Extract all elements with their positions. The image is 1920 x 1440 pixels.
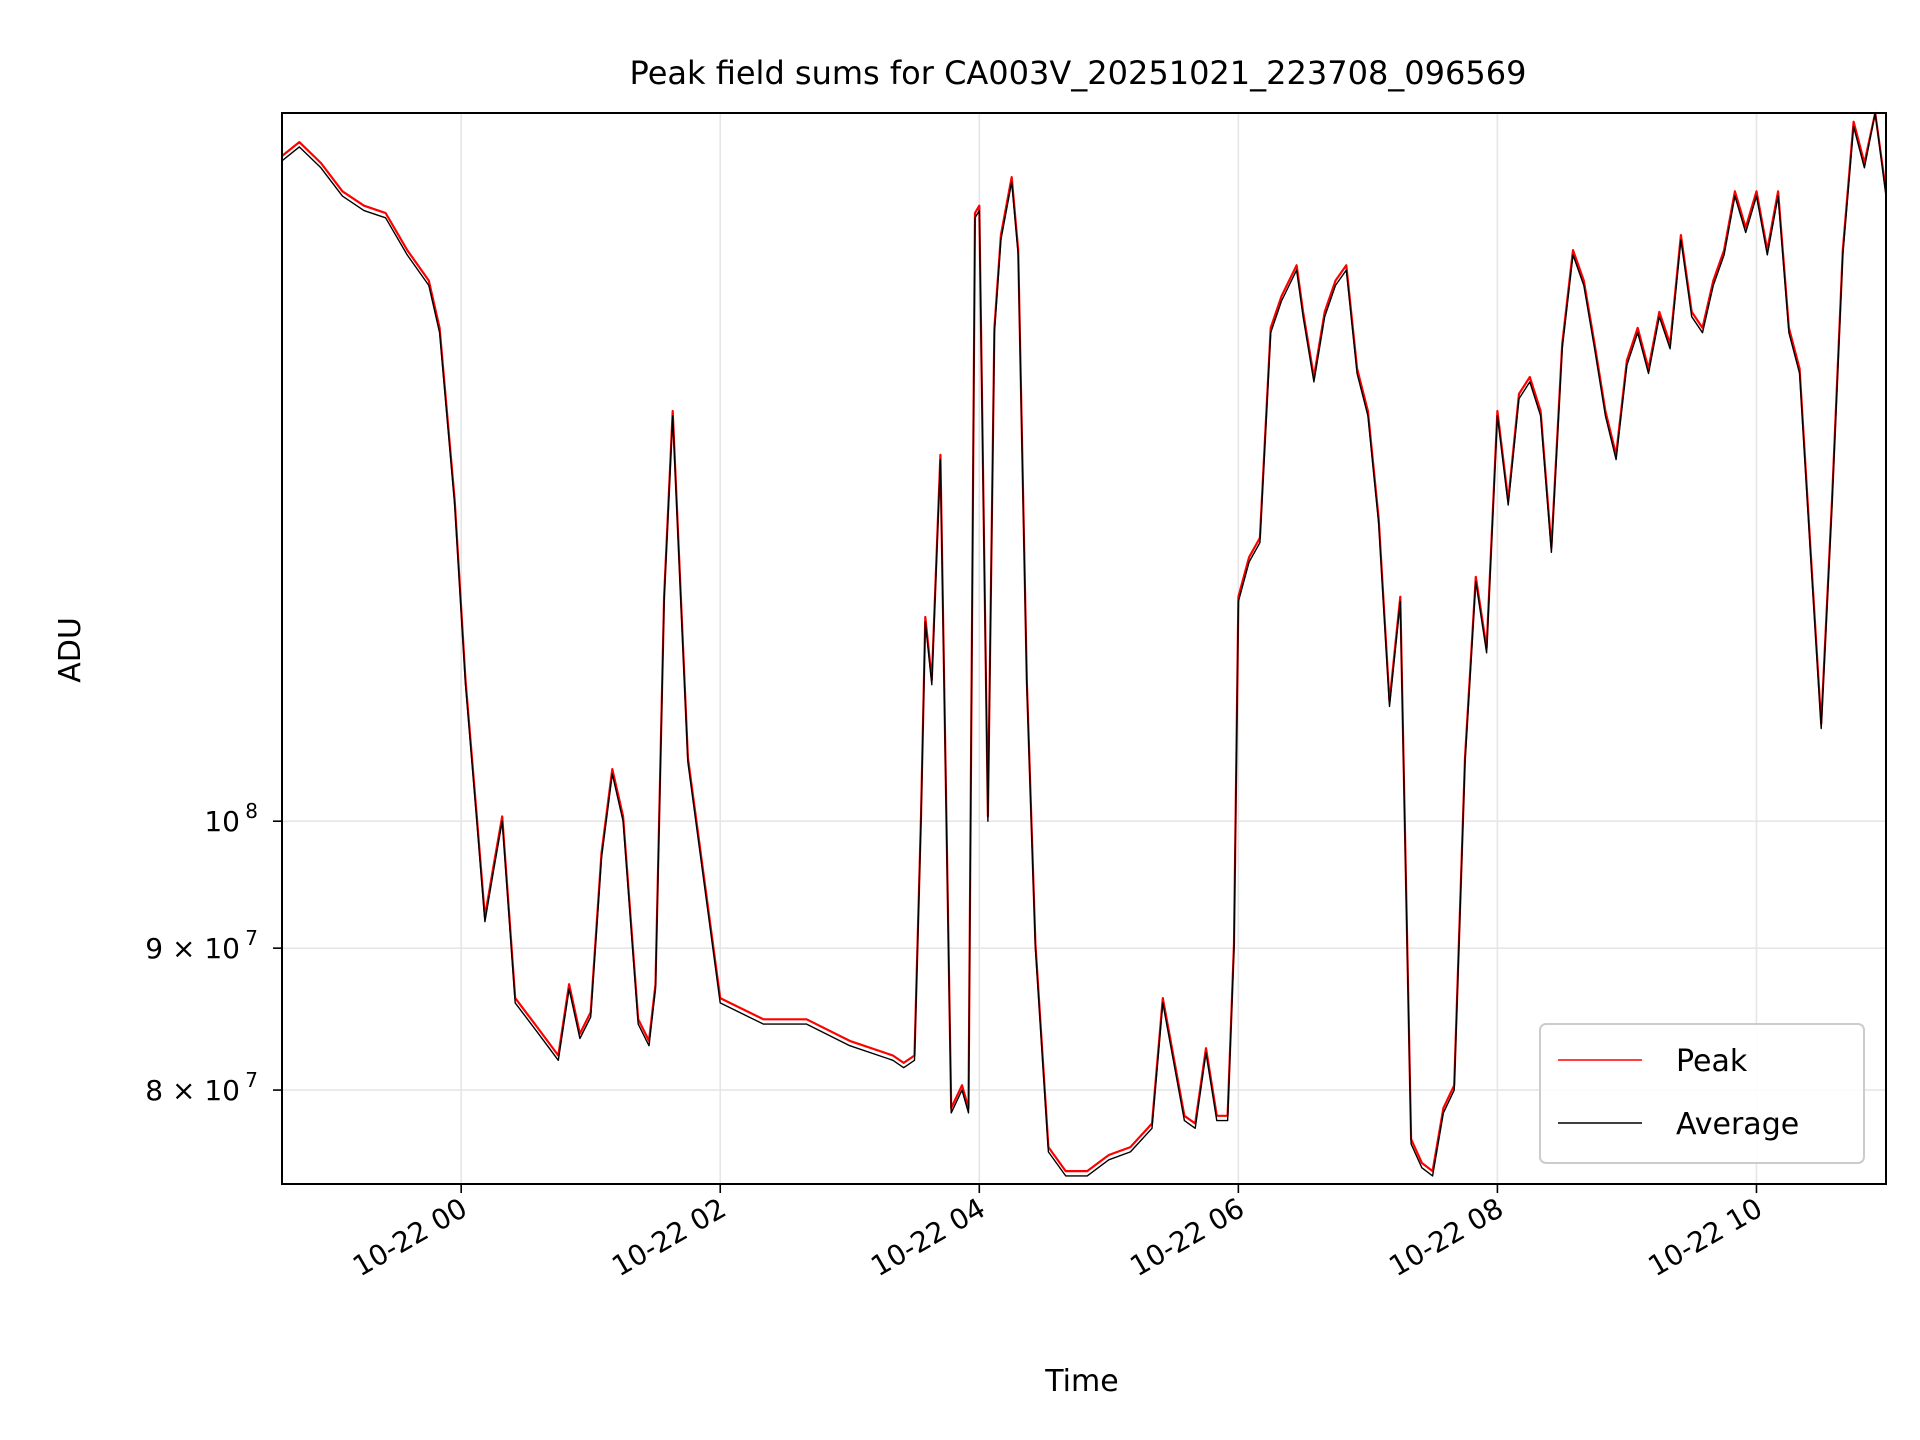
y-tick-label-base: 9 × 10 [145,932,240,965]
legend-box [1539,1023,1865,1164]
y-tick-label: 8 × 10 [145,1074,240,1107]
legend: Peak Average [1539,1023,1865,1164]
plot-area-frame [281,112,1887,1185]
average-series-line [281,112,1887,1177]
y-tick-label-base: 10 [204,805,240,838]
y-tick-label: 10 [204,805,240,838]
y-tick-label-exponent: 8 [245,799,258,823]
y-tick-label-base: 8 × 10 [145,1074,240,1107]
series-layer [281,111,1888,1177]
y-axis-label: ADU [53,617,88,683]
y-tick-label-exponent: 7 [245,926,258,950]
y-tick-label: 9 × 10 [145,932,240,965]
legend-average-label: Average [1676,1107,1799,1142]
y-tick-label-exponent: 7 [245,1068,258,1092]
chart-title: Peak field sums for CA003V_20251021_2237… [630,54,1527,92]
legend-peak-label: Peak [1676,1044,1748,1079]
x-axis-label: Time [1044,1364,1118,1399]
